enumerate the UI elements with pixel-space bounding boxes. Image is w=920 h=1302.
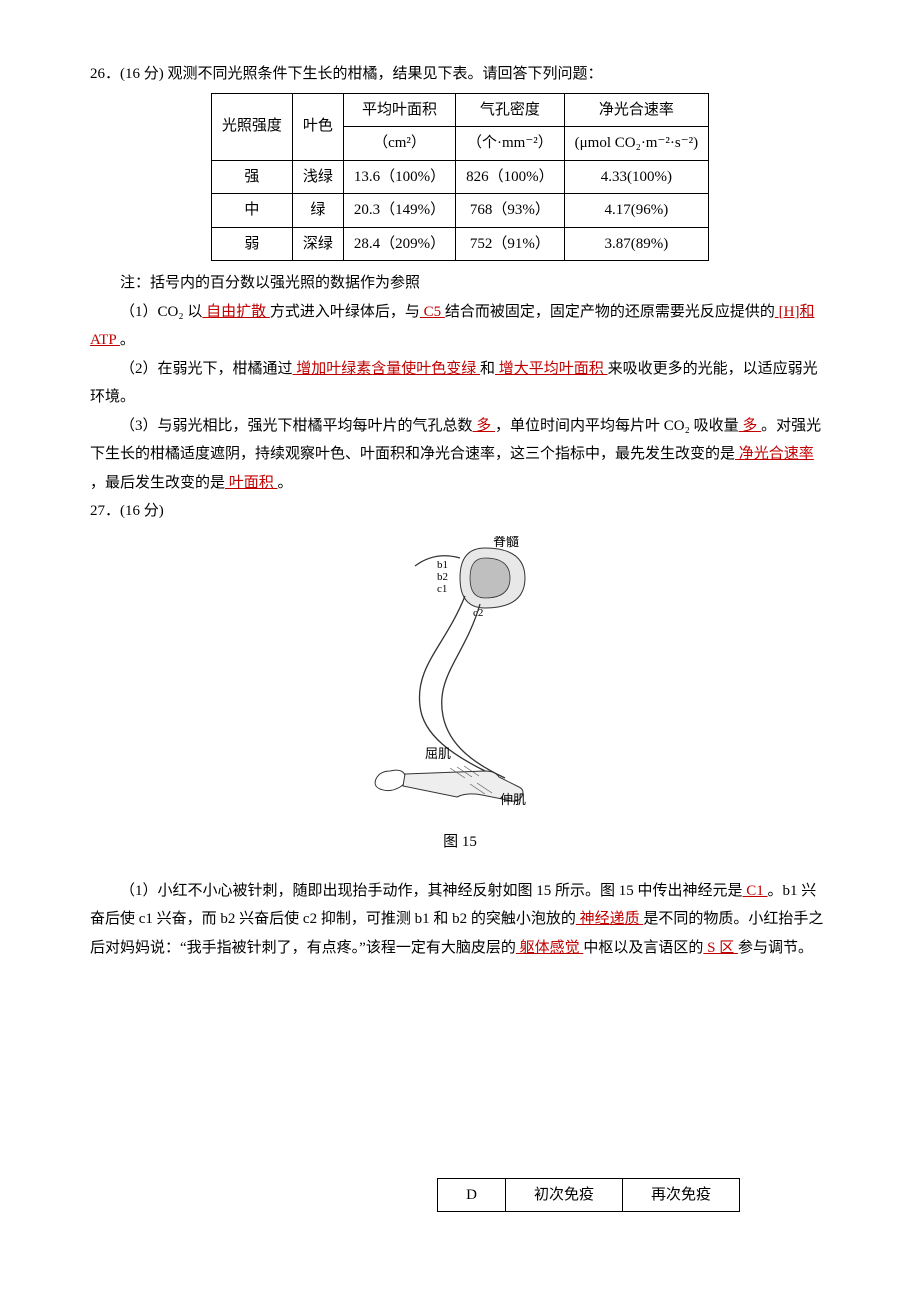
q26-p2: （2）在弱光下，柑橘通过 增加叶绿素含量使叶色变绿 和 增大平均叶面积 来吸收更… [90,355,830,412]
cell-d: D [438,1178,506,1212]
q26-p3: （3）与弱光相比，强光下柑橘平均每叶片的气孔总数 多 ，单位时间内平均每片叶 C… [90,412,830,498]
text: （3）与弱光相比，强光下柑橘平均每叶片的气孔总数 [120,418,473,434]
label-flexor: 屈肌 [425,746,451,761]
text: 结合而被固定，固定产物的还原需要光反应提供的 [445,304,775,320]
th-area-unit: （cm²） [343,127,455,161]
answer: C1 [743,883,768,899]
table-row: 强 浅绿 13.6（100%） 826（100%） 4.33(100%) [211,160,708,194]
answer: C5 [420,304,445,320]
answer: 躯体感觉 [516,940,584,956]
q26-header: 26．(16 分) 观测不同光照条件下生长的柑橘，结果见下表。请回答下列问题： [90,60,830,89]
text: 中枢以及言语区的 [583,940,703,956]
th-color: 叶色 [292,93,343,160]
answer: 增加叶绿素含量使叶色变绿 [293,361,481,377]
answer: 神经递质 [576,911,644,927]
text: 方式进入叶绿体后，与 [270,304,420,320]
label-c1: c1 [437,583,447,595]
th-stomata: 气孔密度 [456,93,565,127]
table-row: D 初次免疫 再次免疫 [438,1178,740,1212]
text: 。 [120,332,135,348]
answer: 多 [473,418,496,434]
label-extensor: 伸肌 [500,792,526,807]
answer: 多 [739,418,762,434]
th-rate: 净光合速率 [564,93,709,127]
th-rate-unit: (μmol CO₂·m⁻²·s⁻²) [564,127,709,161]
text: 。 [278,475,293,491]
table-header-row1: 光照强度 叶色 平均叶面积 气孔密度 净光合速率 [211,93,708,127]
table-row: 弱 深绿 28.4（209%） 752（91%） 3.87(89%) [211,227,708,261]
reflex-arc-icon: 脊髓 b1 b2 c1 c2 屈肌 伸肌 [355,536,565,816]
text: ，单位时间内平均每片叶 CO₂ 吸收量 [495,418,739,434]
th-stomata-unit: （个·mm⁻²） [456,127,565,161]
cell-primary: 初次免疫 [505,1178,622,1212]
q27-header: 27．(16 分) [90,497,830,526]
answer: 净光合速率 [735,446,814,462]
figure-15: 脊髓 b1 b2 c1 c2 屈肌 伸肌 图 15 [90,536,830,857]
label-spinal: 脊髓 [493,536,519,549]
th-light: 光照强度 [211,93,292,160]
text: （1）小红不小心被针刺，随即出现抬手动作，其神经反射如图 15 所示。图 15 … [120,883,743,899]
q27-p1: （1）小红不小心被针刺，随即出现抬手动作，其神经反射如图 15 所示。图 15 … [90,877,830,963]
text: 参与调节。 [738,940,813,956]
table-row: 中 绿 20.3（149%） 768（93%） 4.17(96%) [211,194,708,228]
th-area: 平均叶面积 [343,93,455,127]
label-b1: b1 [437,559,448,571]
text: ，最后发生改变的是 [90,475,225,491]
label-b2: b2 [437,571,448,583]
answer: 自由扩散 [202,304,270,320]
answer: 叶面积 [225,475,278,491]
q26-note: 注：括号内的百分数以强光照的数据作为参照 [90,269,830,298]
text: （2）在弱光下，柑橘通过 [120,361,293,377]
cell-secondary: 再次免疫 [622,1178,739,1212]
q26-p1: （1）CO₂ 以 自由扩散 方式进入叶绿体后，与 C5 结合而被固定，固定产物的… [90,298,830,355]
text: 和 [480,361,495,377]
bottom-table: D 初次免疫 再次免疫 [437,1178,740,1213]
q26-table: 光照强度 叶色 平均叶面积 气孔密度 净光合速率 （cm²） （个·mm⁻²） … [211,93,709,262]
answer: S 区 [703,940,738,956]
figure-caption: 图 15 [90,828,830,857]
text: （1）CO₂ 以 [120,304,202,320]
answer: 增大平均叶面积 [495,361,608,377]
